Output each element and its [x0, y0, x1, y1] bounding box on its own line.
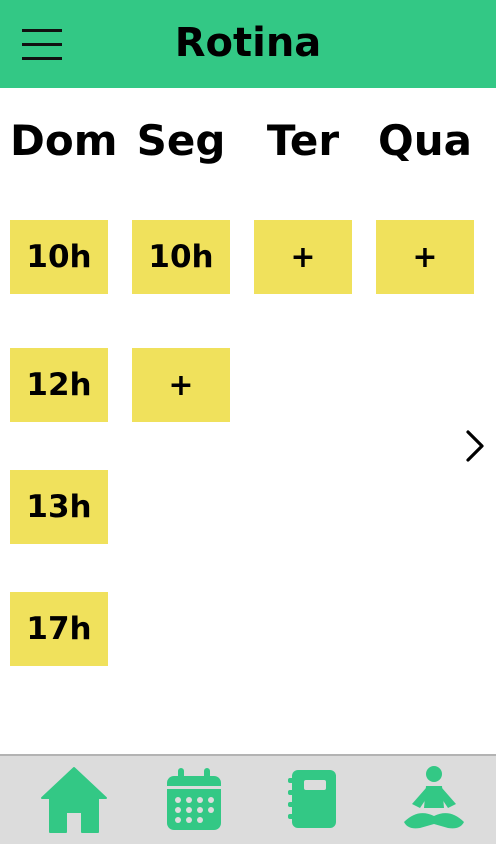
time-slot-button[interactable]: 10h: [10, 220, 108, 294]
time-slot-button[interactable]: 10h: [132, 220, 230, 294]
hamburger-menu-icon[interactable]: [22, 29, 62, 61]
time-slot-button[interactable]: 17h: [10, 592, 108, 666]
meditation-icon[interactable]: [400, 764, 468, 834]
bottom-nav: [0, 754, 496, 844]
notebook-icon[interactable]: [288, 764, 338, 834]
add-slot-button[interactable]: +: [254, 220, 352, 294]
day-header-ter: Ter: [266, 116, 340, 165]
add-slot-button[interactable]: +: [376, 220, 474, 294]
add-slot-button[interactable]: +: [132, 348, 230, 422]
time-slot-button[interactable]: 13h: [10, 470, 108, 544]
home-icon[interactable]: [40, 764, 108, 834]
day-header-seg: Seg: [136, 116, 226, 165]
day-header-dom: Dom: [10, 116, 118, 165]
chevron-right-icon[interactable]: [460, 426, 490, 466]
app-header: Rotina: [0, 0, 496, 88]
calendar-icon[interactable]: [164, 764, 224, 834]
time-slot-button[interactable]: 12h: [10, 348, 108, 422]
page-title: Rotina: [174, 20, 322, 66]
day-header-qua: Qua: [378, 116, 472, 165]
